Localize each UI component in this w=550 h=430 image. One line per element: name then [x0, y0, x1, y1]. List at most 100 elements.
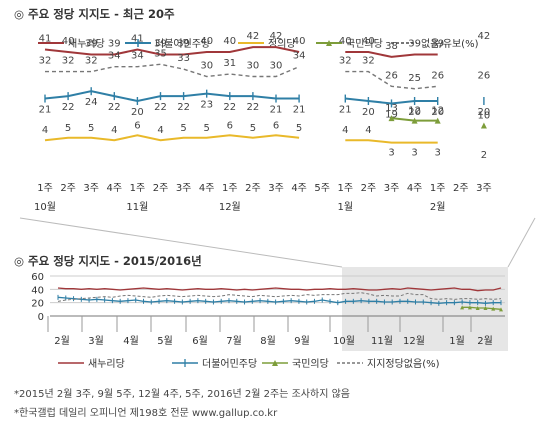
top-data-label-0-1: 40: [62, 36, 75, 47]
top-month-3: 1월: [338, 201, 354, 213]
top-x-tick-19: 3주: [476, 183, 492, 194]
top-x-tick-12: 5주: [314, 183, 330, 194]
top-data-label-0-2: 39: [85, 38, 98, 49]
top-data-label-1-11: 21: [293, 105, 306, 116]
top-data-label-3-15: 13: [385, 103, 398, 114]
bottom-x-month-3: 5월: [157, 335, 173, 347]
footnote-survey-gaps: *2015년 2월 3주, 9월 5주, 12월 4주, 5주, 2016년 2…: [14, 389, 350, 400]
top-data-label-1-7: 23: [200, 100, 213, 111]
top-x-tick-18: 2주: [453, 183, 469, 194]
bottom-x-month-6: 8월: [260, 335, 276, 347]
top-data-label-1-15: 19: [385, 109, 398, 120]
top-point-3-19: [480, 122, 487, 129]
top-data-label-4-9: 30: [247, 61, 260, 72]
top-data-label-0-10: 42: [270, 31, 283, 42]
top-data-label-1-19: 20: [478, 107, 491, 118]
top-x-tick-3: 4주: [107, 183, 123, 194]
top-data-label-1-10: 21: [270, 105, 283, 116]
top-data-label-4-0: 32: [39, 56, 52, 67]
top-data-label-4-11: 34: [293, 51, 306, 62]
top-x-tick-1: 2주: [60, 183, 76, 194]
bottom-x-month-7: 9월: [294, 335, 310, 347]
top-data-label-4-6: 33: [177, 53, 190, 64]
top-data-label-2-15: 3: [388, 148, 394, 159]
top-line-4-0: [45, 63, 300, 78]
bottom-point-2-57: [499, 307, 503, 312]
top-data-label-2-13: 4: [342, 125, 348, 136]
bottom-x-month-10: 12월: [403, 335, 425, 347]
top-data-label-0-13: 40: [339, 36, 352, 47]
top-chart-title: ◎ 주요 정당 지지도 - 최근 20주: [14, 6, 175, 22]
top-data-label-2-11: 5: [296, 123, 302, 134]
top-data-label-1-6: 22: [177, 102, 190, 113]
top-data-label-4-1: 32: [62, 56, 75, 67]
bottom-x-month-11: 1월: [449, 335, 465, 347]
bottom-legend-label-0: 새누리당: [88, 358, 125, 370]
top-data-label-0-11: 40: [293, 36, 306, 47]
bottom-legend-label-3: 지지정당없음(%): [367, 357, 440, 370]
legend-marker-3: [326, 40, 332, 46]
zoom-connector-left: [19, 217, 343, 268]
top-data-label-4-16: 25: [408, 73, 421, 84]
bottom-legend-label-1: 더불어민주당: [202, 358, 257, 370]
top-x-tick-2: 3주: [83, 183, 99, 194]
top-data-label-2-5: 4: [157, 125, 163, 136]
top-data-label-4-2: 32: [85, 56, 98, 67]
bottom-y-tick-0: 60: [31, 272, 44, 283]
top-data-label-2-10: 6: [273, 120, 279, 131]
top-x-tick-7: 4주: [199, 183, 215, 194]
legend-label-4: 없음/유보(%): [421, 37, 479, 50]
top-data-label-1-13: 21: [339, 105, 352, 116]
top-data-label-0-0: 41: [39, 34, 52, 45]
top-line-1-0: [44, 90, 300, 103]
top-x-tick-5: 2주: [153, 183, 169, 194]
top-data-label-4-10: 30: [270, 61, 283, 72]
top-data-label-4-4: 34: [131, 51, 144, 62]
bottom-line-2-0: [462, 306, 502, 310]
top-data-label-0-19: 42: [478, 31, 491, 42]
bottom-legend-marker-2: [272, 360, 278, 366]
bottom-x-month-1: 3월: [88, 335, 104, 347]
top-data-label-1-9: 22: [247, 102, 260, 113]
bottom-x-month-9: 11월: [371, 335, 393, 347]
top-data-label-1-16: 20: [408, 107, 421, 118]
bottom-x-month-0: 2월: [54, 335, 70, 347]
top-data-label-2-6: 5: [180, 123, 186, 134]
top-data-label-4-8: 31: [223, 58, 236, 69]
top-data-label-2-16: 3: [411, 148, 417, 159]
bottom-chart-title: ◎ 주요 정당 지지도 - 2015/2016년: [14, 253, 202, 269]
bottom-x-month-4: 6월: [192, 335, 208, 347]
top-x-tick-8: 1주: [222, 183, 238, 194]
bottom-line-3-0: [57, 292, 502, 302]
top-data-label-3-19: 10: [478, 111, 491, 122]
top-x-tick-10: 3주: [268, 183, 284, 194]
top-month-1: 11월: [126, 201, 148, 213]
bottom-chart-title-text: 주요 정당 지지도 - 2015/2016년: [28, 254, 202, 268]
top-x-tick-17: 1주: [430, 183, 446, 194]
bottom-line-1-0: [57, 296, 501, 304]
top-month-0: 10월: [34, 201, 56, 213]
top-x-tick-4: 1주: [130, 183, 146, 194]
top-point-3-16: [411, 117, 418, 124]
bottom-x-month-2: 4월: [123, 335, 139, 347]
top-data-label-0-14: 40: [362, 36, 375, 47]
top-data-label-2-3: 4: [111, 125, 117, 136]
top-data-label-4-14: 32: [362, 56, 375, 67]
top-data-label-4-17: 26: [431, 70, 444, 81]
top-data-label-1-3: 22: [108, 102, 121, 113]
top-x-tick-6: 3주: [176, 183, 192, 194]
top-x-tick-14: 2주: [361, 183, 377, 194]
bottom-x-month-5: 7월: [226, 335, 242, 347]
top-data-label-0-3: 39: [108, 38, 121, 49]
bullet-icon: ◎: [14, 254, 25, 268]
top-x-tick-13: 1주: [338, 183, 354, 194]
top-line-2-1: [345, 139, 438, 144]
legend-label-0: 새누리당: [68, 38, 105, 50]
bottom-point-2-52: [460, 305, 465, 310]
top-data-label-1-1: 22: [62, 102, 75, 113]
top-data-label-0-7: 40: [200, 36, 213, 47]
top-point-3-15: [388, 115, 395, 122]
bottom-x-month-12: 2월: [477, 335, 493, 347]
top-month-2: 12월: [219, 201, 241, 213]
footnote-source: *한국갤럽 데일리 오피니언 제198호 전문 www.gallup.co.kr: [14, 408, 278, 419]
